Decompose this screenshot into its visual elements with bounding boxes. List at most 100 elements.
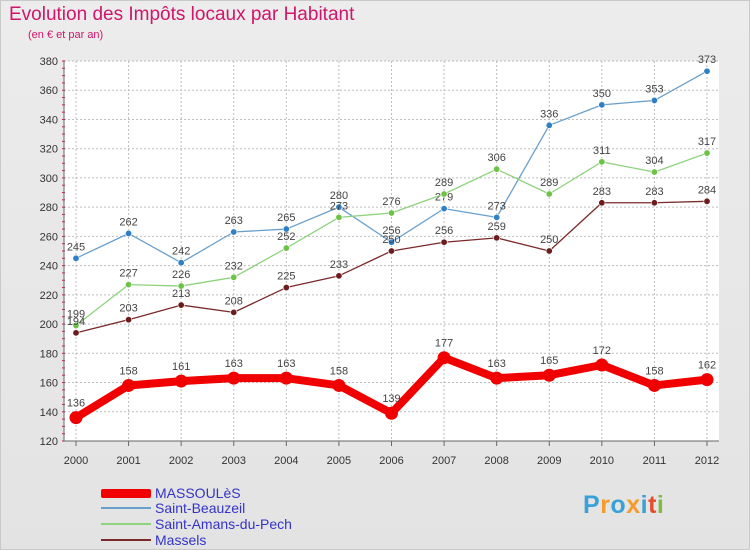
x-tick-label: 2003 (222, 455, 246, 467)
data-label-massoules: 158 (119, 365, 137, 377)
y-tick-label: 180 (40, 348, 58, 360)
data-label-massels: 256 (435, 225, 453, 237)
x-tick-label: 2002 (169, 455, 193, 467)
data-point-saint-amans (598, 158, 606, 166)
legend-swatch-saint-amans (101, 523, 151, 525)
data-point-saint-beauzeil (125, 229, 133, 237)
data-point-saint-amans (493, 165, 501, 173)
legend-label-massoules: MASSOULèS (155, 485, 241, 501)
y-tick-label: 360 (40, 85, 58, 97)
data-label-saint-amans: 252 (277, 231, 295, 243)
data-point-massoules (385, 406, 398, 420)
data-label-saint-beauzeil: 373 (698, 54, 716, 66)
y-tick-label: 260 (40, 231, 58, 243)
x-tick-label: 2000 (64, 455, 88, 467)
data-label-saint-beauzeil: 245 (67, 241, 85, 253)
data-label-massoules: 172 (593, 345, 611, 357)
x-tick-label: 2001 (116, 455, 140, 467)
data-point-massoules (227, 371, 241, 385)
data-label-saint-beauzeil: 265 (277, 212, 295, 224)
data-point-massels (703, 197, 711, 205)
data-label-massels: 284 (698, 184, 716, 196)
data-label-massels: 283 (645, 186, 663, 198)
data-point-massels (125, 316, 133, 324)
data-point-saint-beauzeil (493, 213, 501, 221)
data-label-saint-beauzeil: 336 (540, 108, 558, 120)
data-point-saint-amans (387, 209, 395, 217)
logo-letter: P (583, 491, 601, 519)
data-label-saint-beauzeil: 242 (172, 246, 190, 258)
y-tick-label: 340 (40, 114, 58, 126)
data-label-massoules: 163 (487, 358, 505, 370)
data-label-massels: 213 (172, 288, 190, 300)
data-point-saint-amans (125, 281, 133, 289)
legend-swatch-saint-beauzeil (101, 507, 151, 509)
data-point-saint-amans (703, 149, 711, 157)
data-point-massoules (332, 378, 346, 392)
data-point-massels (493, 234, 501, 242)
legend-label-saint-beauzeil: Saint-Beauzeil (155, 500, 246, 516)
y-tick-label: 320 (40, 144, 58, 156)
y-tick-label: 160 (40, 378, 58, 390)
data-point-saint-beauzeil (703, 67, 711, 75)
data-point-massels (72, 329, 80, 337)
x-tick-label: 2004 (274, 455, 298, 467)
logo-letter: x (626, 491, 641, 519)
logo-letter: t (648, 491, 657, 519)
data-point-massoules (595, 358, 609, 372)
data-point-massoules (69, 411, 83, 425)
logo-letter: i (640, 491, 649, 519)
data-label-massels: 208 (225, 295, 243, 307)
y-tick-label: 140 (40, 407, 58, 419)
data-point-massels (282, 284, 290, 292)
data-point-massels (335, 272, 343, 280)
data-label-saint-amans: 232 (225, 260, 243, 272)
x-tick-label: 2010 (590, 455, 614, 467)
data-label-saint-amans: 289 (540, 177, 558, 189)
data-label-saint-beauzeil: 262 (119, 216, 137, 228)
legend-label-massels: Massels (155, 532, 207, 548)
data-point-massels (440, 238, 448, 246)
y-tick-label: 200 (40, 319, 58, 331)
data-point-saint-beauzeil (545, 121, 553, 129)
data-label-massoules: 161 (172, 361, 190, 373)
data-label-massoules: 136 (67, 398, 85, 410)
data-label-massels: 233 (330, 259, 348, 271)
data-point-saint-beauzeil (650, 96, 658, 104)
data-point-saint-amans (650, 168, 658, 176)
y-tick-label: 300 (40, 173, 58, 185)
data-label-saint-amans: 317 (698, 136, 716, 148)
data-point-saint-beauzeil (387, 238, 395, 246)
data-point-massoules (122, 378, 136, 392)
data-point-massels (650, 199, 658, 207)
data-label-massoules: 139 (382, 393, 400, 405)
x-tick-label: 2011 (643, 455, 667, 467)
data-label-saint-beauzeil: 350 (593, 88, 611, 100)
x-tick-label: 2008 (484, 455, 508, 467)
data-label-massoules: 165 (540, 355, 558, 367)
data-point-saint-beauzeil (598, 101, 606, 109)
data-point-saint-amans (72, 322, 80, 330)
data-label-massoules: 163 (277, 358, 295, 370)
y-tick-label: 280 (40, 202, 58, 214)
data-point-saint-amans (545, 190, 553, 198)
data-point-massoules (174, 374, 188, 388)
logo-letter: r (600, 491, 611, 519)
data-label-saint-beauzeil: 353 (645, 83, 663, 95)
legend-swatch-massels (101, 539, 151, 541)
x-tick-label: 2012 (695, 455, 719, 467)
legend-swatch-massoules (101, 489, 151, 498)
data-label-saint-amans: 273 (330, 200, 348, 212)
data-label-massoules: 162 (698, 360, 716, 372)
x-tick-label: 2007 (432, 455, 456, 467)
legend-label-saint-amans: Saint-Amans-du-Pech (155, 516, 292, 532)
data-point-massoules (437, 351, 451, 365)
data-label-saint-amans: 304 (645, 155, 663, 167)
data-point-massels (387, 247, 395, 255)
data-point-saint-beauzeil (72, 254, 80, 262)
data-label-massels: 259 (487, 221, 505, 233)
data-label-massoules: 158 (330, 365, 348, 377)
data-label-saint-amans: 227 (119, 268, 137, 280)
data-point-saint-amans (335, 213, 343, 221)
x-tick-label: 2006 (379, 455, 403, 467)
